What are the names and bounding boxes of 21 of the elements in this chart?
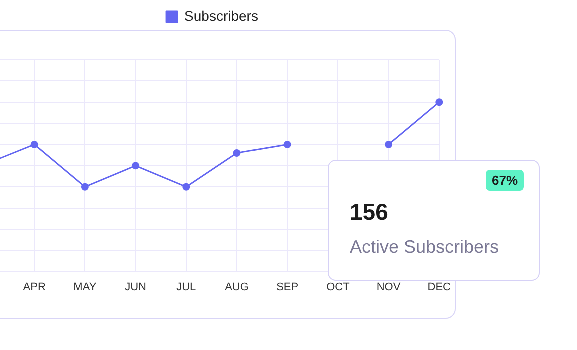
x-tick-label: DEC [428,281,452,294]
annotation: Active Subscribers [350,237,500,258]
x-tick-label: MAY [74,281,98,294]
x-tick-label: JUN [125,281,147,294]
point [233,149,241,157]
x-tick-label: SEP [276,281,299,294]
annotation: 156 [350,199,388,226]
point [182,183,190,191]
x-tick-label: NOV [376,281,402,294]
x-tick-label: JUL [176,281,196,294]
point [81,183,89,191]
x-tick-label: OCT [326,281,350,294]
x-tick-label: APR [23,281,46,294]
legend-label: Subscribers [184,8,258,24]
x-tick-label: AUG [225,281,249,294]
text: 67% [486,170,524,191]
point [436,98,444,106]
point [385,140,393,148]
point [284,140,292,148]
point [132,162,140,170]
point [30,140,38,148]
